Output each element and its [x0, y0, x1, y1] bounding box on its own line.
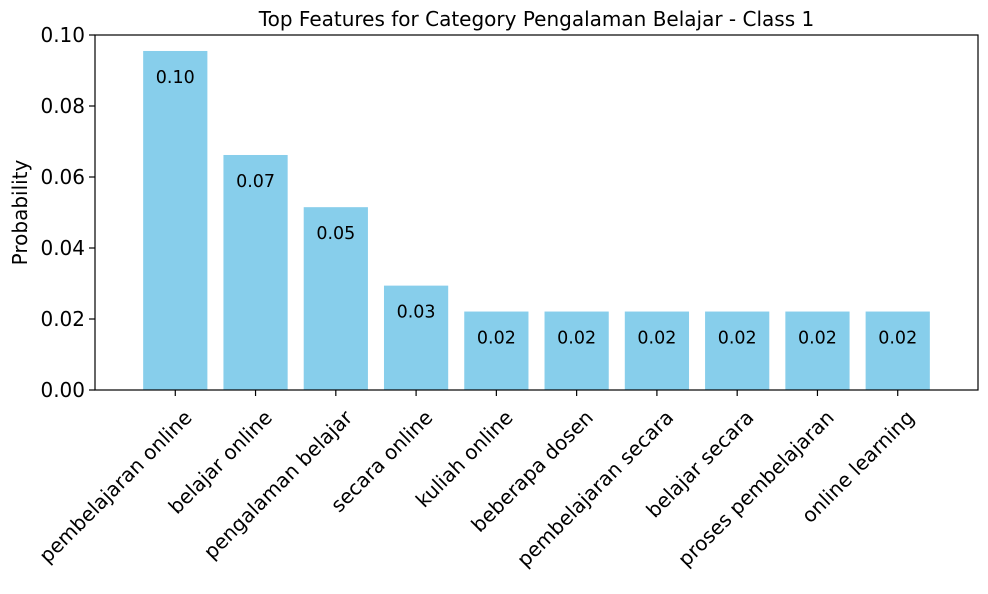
- bar: [785, 311, 850, 390]
- chart-title: Top Features for Category Pengalaman Bel…: [258, 7, 814, 31]
- axes-frame: [94, 34, 979, 391]
- bar: [544, 311, 609, 390]
- plot-area: 0.10 0.07 0.05 0.03 0.02 0.02 0.02 0.02 0.02 0.02…: [34, 23, 979, 572]
- bar: [624, 311, 690, 390]
- bar-value-label: 0.03: [397, 303, 436, 323]
- bar: [383, 285, 449, 390]
- y-tick-label: 0.06: [40, 165, 85, 189]
- y-tick-label: 0.10: [40, 23, 85, 47]
- bar-value-label: 0.02: [798, 329, 837, 349]
- bar: [303, 207, 368, 390]
- y-tick-label: 0.00: [40, 378, 85, 402]
- y-tick-label: 0.08: [40, 94, 85, 118]
- bar-value-label: 0.10: [156, 68, 195, 88]
- bar: [143, 50, 208, 390]
- x-tick-label: pengalaman belajar: [199, 405, 358, 564]
- bar-value-label: 0.02: [637, 329, 676, 349]
- y-axis-label: Probability: [8, 159, 32, 265]
- bar: [705, 311, 770, 390]
- bar-value-label: 0.02: [477, 329, 516, 349]
- bar: [865, 311, 930, 390]
- bar-value-label: 0.07: [236, 172, 275, 192]
- y-tick-label: 0.02: [40, 307, 85, 331]
- x-tick-label: pembelajaran secara: [512, 405, 678, 571]
- bar-value-label: 0.02: [878, 329, 917, 349]
- bar-value-label: 0.02: [557, 329, 596, 349]
- x-tick-label: proses pembelajaran: [673, 405, 839, 571]
- x-tick-label: pembelajaran online: [34, 405, 196, 567]
- y-tick-label: 0.04: [40, 236, 85, 260]
- bar-value-label: 0.05: [316, 224, 355, 244]
- bar: [464, 311, 529, 390]
- bar-value-label: 0.02: [718, 329, 757, 349]
- bar: [223, 154, 288, 390]
